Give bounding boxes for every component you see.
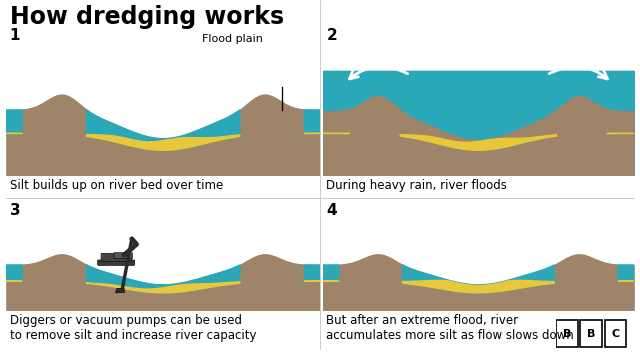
Text: C: C	[611, 329, 620, 339]
FancyBboxPatch shape	[101, 253, 131, 262]
Text: During heavy rain, river floods: During heavy rain, river floods	[326, 179, 508, 192]
FancyBboxPatch shape	[98, 260, 134, 265]
Text: Diggers or vacuum pumps can be used
to remove silt and increase river capacity: Diggers or vacuum pumps can be used to r…	[10, 313, 256, 342]
FancyBboxPatch shape	[114, 253, 132, 258]
Text: Flood plain: Flood plain	[202, 34, 263, 44]
Bar	[580, 320, 602, 347]
Text: Silt builds up on river bed over time: Silt builds up on river bed over time	[10, 179, 223, 192]
Bar	[556, 320, 578, 347]
Text: B: B	[587, 329, 595, 339]
Text: 2: 2	[326, 28, 337, 43]
Text: 3: 3	[10, 203, 20, 218]
Text: B: B	[563, 329, 571, 339]
Text: How dredging works: How dredging works	[10, 5, 284, 29]
Polygon shape	[116, 288, 125, 293]
Text: 1: 1	[10, 28, 20, 43]
Text: But after an extreme flood, river
accumulates more silt as flow slows down: But after an extreme flood, river accumu…	[326, 313, 574, 342]
Bar	[605, 320, 626, 347]
Text: 4: 4	[326, 203, 337, 218]
